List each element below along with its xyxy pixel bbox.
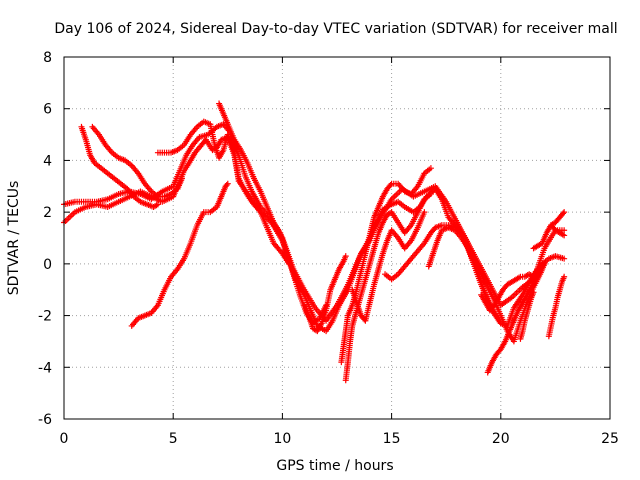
data-point-plus-marker xyxy=(427,191,434,198)
y-tick-label: -4 xyxy=(38,360,52,376)
data-point-plus-marker xyxy=(540,262,547,269)
series-track-4 xyxy=(89,123,185,200)
x-tick-label: 10 xyxy=(273,431,291,447)
series-track-10 xyxy=(342,191,434,384)
data-point-plus-marker xyxy=(561,209,568,216)
data-point-plus-marker xyxy=(530,273,537,280)
y-tick-label: 4 xyxy=(43,153,52,169)
grid-lines xyxy=(64,57,610,419)
y-tick-label: 2 xyxy=(43,205,52,221)
x-tick-label: 15 xyxy=(383,431,401,447)
x-tick-label: 0 xyxy=(60,431,69,447)
series-track-16 xyxy=(517,289,537,342)
data-point-plus-marker xyxy=(561,255,568,262)
x-tick-label: 20 xyxy=(492,431,510,447)
x-axis-label: GPS time / hours xyxy=(276,458,393,474)
data-point-plus-marker xyxy=(497,320,504,327)
y-tick-label: -2 xyxy=(38,309,52,325)
series-track-3 xyxy=(78,123,161,210)
data-point-plus-marker xyxy=(387,181,394,188)
data-point-plus-marker xyxy=(224,180,231,187)
series-track-8 xyxy=(301,253,349,335)
y-tick-label: 0 xyxy=(43,257,52,273)
plot-frame xyxy=(63,56,611,420)
data-point-plus-marker xyxy=(223,181,230,188)
data-marks xyxy=(61,100,568,384)
axis-ticks: 0 5 10 15 20 25 -6 -4 -2 0 2 4 6 8 xyxy=(38,50,619,447)
data-point-plus-marker xyxy=(178,175,185,182)
data-point-plus-marker xyxy=(560,210,567,217)
y-tick-label: 8 xyxy=(43,50,52,66)
data-point-plus-marker xyxy=(541,260,548,267)
data-point-plus-marker xyxy=(342,253,349,260)
data-point-plus-marker xyxy=(530,289,537,296)
series-track-6 xyxy=(216,100,330,327)
x-tick-label: 25 xyxy=(601,431,619,447)
data-point-plus-marker xyxy=(561,232,568,239)
series-track-13 xyxy=(425,224,504,327)
series-track-5 xyxy=(154,118,292,267)
data-point-plus-marker xyxy=(561,227,568,234)
series-track-7 xyxy=(128,180,231,329)
series-track-9 xyxy=(338,165,434,366)
data-point-plus-marker xyxy=(427,165,434,172)
y-tick-label: -6 xyxy=(38,412,52,428)
series-track-15 xyxy=(478,271,537,314)
series-track-18 xyxy=(545,273,568,340)
data-point-plus-marker xyxy=(421,209,428,216)
y-axis-label: SDTVAR / TECUs xyxy=(6,181,22,296)
series-track-19 xyxy=(548,222,568,239)
y-tick-label: 6 xyxy=(43,102,52,118)
series-track-11 xyxy=(349,209,428,324)
chart-title: Day 106 of 2024, Sidereal Day-to-day VTE… xyxy=(54,21,617,37)
data-point-plus-marker xyxy=(154,201,161,208)
data-point-plus-marker xyxy=(561,273,568,280)
x-tick-label: 5 xyxy=(169,431,178,447)
